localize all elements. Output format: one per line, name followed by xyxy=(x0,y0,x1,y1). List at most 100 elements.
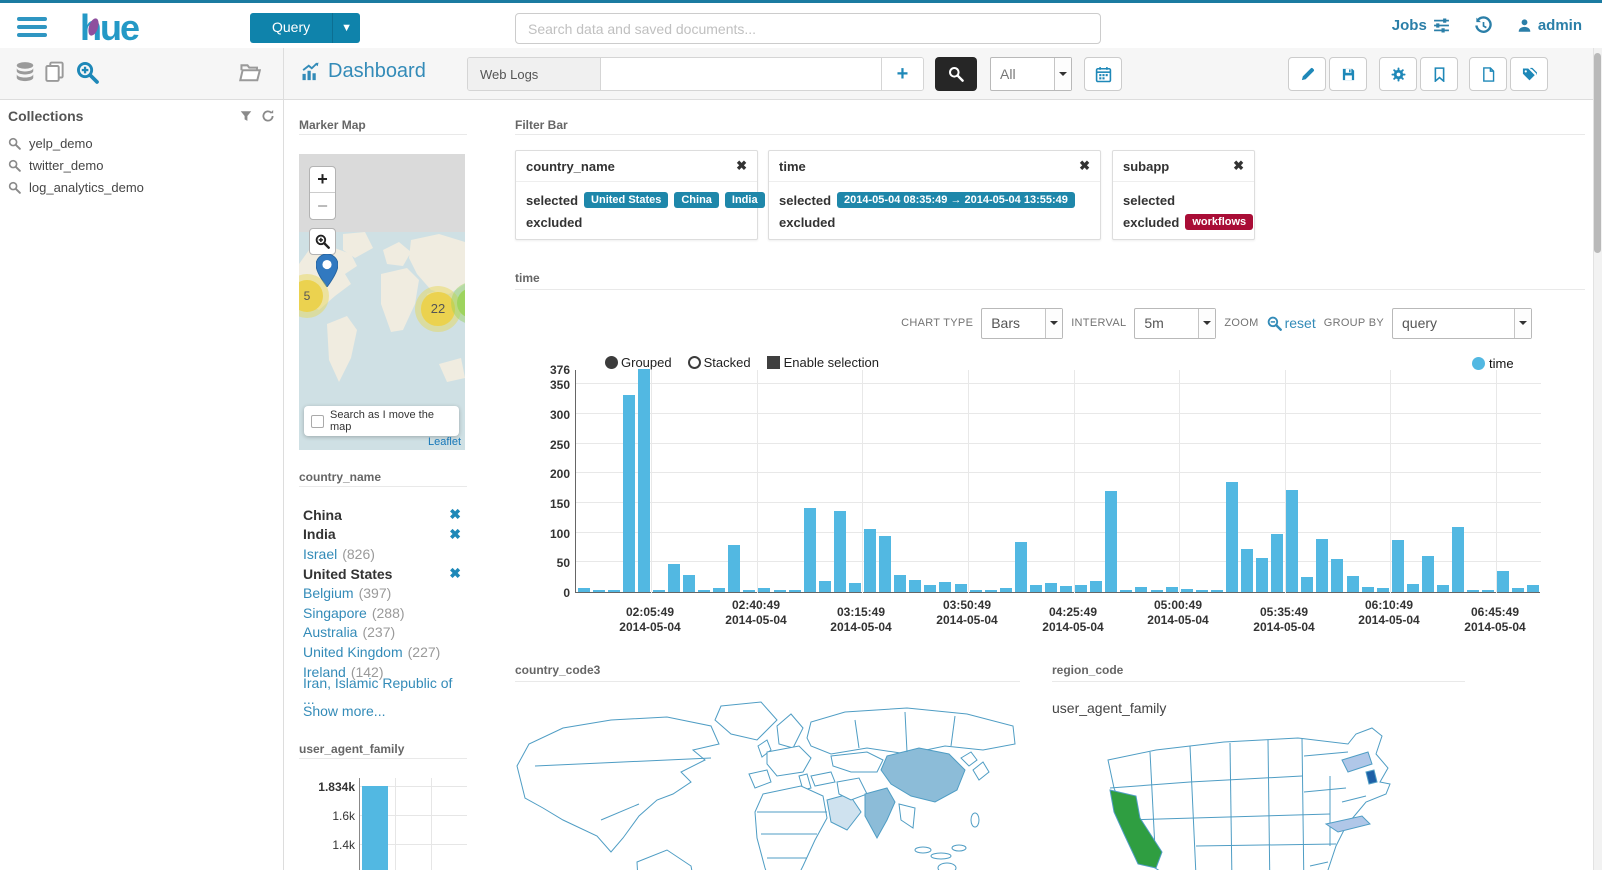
map-cluster[interactable]: 2 xyxy=(451,282,465,324)
jobs-link[interactable]: Jobs xyxy=(1392,17,1450,34)
region-island[interactable] xyxy=(930,852,952,860)
chart-bar[interactable] xyxy=(924,585,937,592)
chart-bar[interactable] xyxy=(652,590,665,592)
region-island[interactable] xyxy=(951,844,967,852)
folder-icon[interactable] xyxy=(238,61,261,84)
region-iberia[interactable] xyxy=(748,769,772,789)
region-scandinavia[interactable] xyxy=(776,713,804,749)
region-indochina[interactable] xyxy=(898,803,916,829)
chart-bar[interactable] xyxy=(1195,590,1208,592)
chart-bar[interactable] xyxy=(788,590,801,592)
region-turkey[interactable] xyxy=(810,771,836,787)
facet-value-link[interactable]: Iran, Islamic Republic of ... xyxy=(303,675,453,708)
chart-bar[interactable] xyxy=(999,588,1012,592)
filter-close-icon[interactable]: ✖ xyxy=(1233,158,1244,173)
chart-bar[interactable] xyxy=(1437,585,1449,592)
chart-bar[interactable] xyxy=(1497,571,1510,592)
dashboard-search-input[interactable] xyxy=(601,58,881,90)
region-philippines[interactable] xyxy=(970,812,980,828)
facet-value-link[interactable]: Australia xyxy=(303,624,358,641)
region-europe[interactable] xyxy=(766,745,812,777)
chart-bar[interactable] xyxy=(1361,587,1374,592)
stacked-radio[interactable]: Stacked xyxy=(687,355,751,370)
chart-bar[interactable] xyxy=(803,508,816,592)
chart-bar[interactable] xyxy=(1271,534,1284,592)
filter-close-icon[interactable]: ✖ xyxy=(736,158,747,173)
map-magnify-button[interactable] xyxy=(309,228,336,255)
facet-value-link[interactable]: Israel xyxy=(303,545,338,562)
mini-chart-plot[interactable] xyxy=(359,778,467,870)
document-button[interactable] xyxy=(1469,57,1507,91)
settings-button[interactable] xyxy=(1379,57,1417,91)
filter-pill[interactable]: India xyxy=(724,192,765,208)
chart-bar[interactable] xyxy=(1150,590,1163,592)
chart-bar[interactable] xyxy=(1120,590,1133,592)
chart-bar[interactable] xyxy=(362,786,388,870)
region-north-america[interactable] xyxy=(516,716,720,853)
region-north-carolina[interactable] xyxy=(1324,815,1371,833)
filter-pill[interactable]: United States xyxy=(584,192,669,208)
facet-value-link[interactable]: Ireland xyxy=(303,663,346,680)
chart-bar[interactable] xyxy=(773,590,786,592)
collection-item[interactable]: yelp_demo xyxy=(8,132,275,154)
chart-bar[interactable] xyxy=(1391,540,1404,592)
chart-bar[interactable] xyxy=(592,590,605,592)
chart-type-select[interactable]: Bars xyxy=(981,307,1064,339)
tags-button[interactable] xyxy=(1510,57,1548,91)
region-south-america[interactable] xyxy=(636,849,697,870)
chart-bar[interactable] xyxy=(607,590,620,592)
region-california[interactable] xyxy=(1109,789,1163,869)
chart-bar[interactable] xyxy=(1482,590,1495,592)
facet-value-link[interactable]: Belgium xyxy=(303,585,354,602)
facet-value-link[interactable]: Singapore xyxy=(303,604,367,621)
search-as-move-checkbox[interactable] xyxy=(311,414,324,428)
region-india[interactable] xyxy=(864,787,896,840)
leaflet-attribution-link[interactable]: Leaflet xyxy=(427,436,461,448)
refresh-icon[interactable] xyxy=(261,109,275,123)
enable-selection-checkbox[interactable]: Enable selection xyxy=(766,355,879,370)
region-central-asia[interactable] xyxy=(830,751,884,773)
chart-bar[interactable] xyxy=(1210,590,1223,592)
chart-bar[interactable] xyxy=(1029,585,1042,592)
save-button[interactable] xyxy=(1329,57,1367,91)
hamburger-menu-icon[interactable] xyxy=(17,17,47,38)
chart-bar[interactable] xyxy=(1105,491,1118,592)
filter-pill[interactable]: China xyxy=(674,192,719,208)
chart-bar[interactable] xyxy=(668,564,680,592)
chart-bar[interactable] xyxy=(698,590,711,592)
region-africa[interactable] xyxy=(754,785,828,870)
chart-bar[interactable] xyxy=(577,588,590,592)
chart-bar[interactable] xyxy=(713,588,726,592)
chart-bar[interactable] xyxy=(1286,490,1299,592)
facet-remove-icon[interactable]: ✖ xyxy=(449,565,461,582)
time-bar-chart[interactable] xyxy=(575,369,1541,593)
region-korea[interactable] xyxy=(960,751,978,767)
zoom-reset-link[interactable]: reset xyxy=(1267,315,1316,331)
region-uk[interactable] xyxy=(757,739,772,758)
region-new-jersey[interactable] xyxy=(1365,769,1378,785)
map-cluster[interactable]: 22 xyxy=(415,286,461,332)
chart-bar[interactable] xyxy=(622,395,635,592)
chart-bar[interactable] xyxy=(1452,527,1464,592)
chart-bar[interactable] xyxy=(1331,559,1344,592)
chart-bar[interactable] xyxy=(1180,589,1193,592)
region-japan[interactable] xyxy=(972,761,990,781)
region-saudi-arabia[interactable] xyxy=(826,793,862,831)
chart-bar[interactable] xyxy=(864,529,876,592)
region-iran[interactable] xyxy=(836,777,868,801)
chart-bar[interactable] xyxy=(1044,583,1057,592)
chart-bar[interactable] xyxy=(954,584,967,592)
group-by-select[interactable]: query xyxy=(1392,307,1532,339)
chart-bar[interactable] xyxy=(1060,586,1072,592)
query-button[interactable]: Query ▼ xyxy=(250,13,361,43)
chart-bar[interactable] xyxy=(1527,585,1540,592)
chart-bar[interactable] xyxy=(728,545,741,592)
chart-bar[interactable] xyxy=(833,511,846,592)
chart-bar[interactable] xyxy=(909,580,922,592)
collection-item[interactable]: log_analytics_demo xyxy=(8,176,275,198)
marker-map[interactable]: + − 5 22 2 Search as I move the map Leaf… xyxy=(299,154,465,450)
us-choropleth-map[interactable] xyxy=(1090,726,1462,870)
chart-bar[interactable] xyxy=(1467,590,1480,592)
scrollbar-thumb[interactable] xyxy=(1594,53,1601,253)
filter-close-icon[interactable]: ✖ xyxy=(1079,158,1090,173)
